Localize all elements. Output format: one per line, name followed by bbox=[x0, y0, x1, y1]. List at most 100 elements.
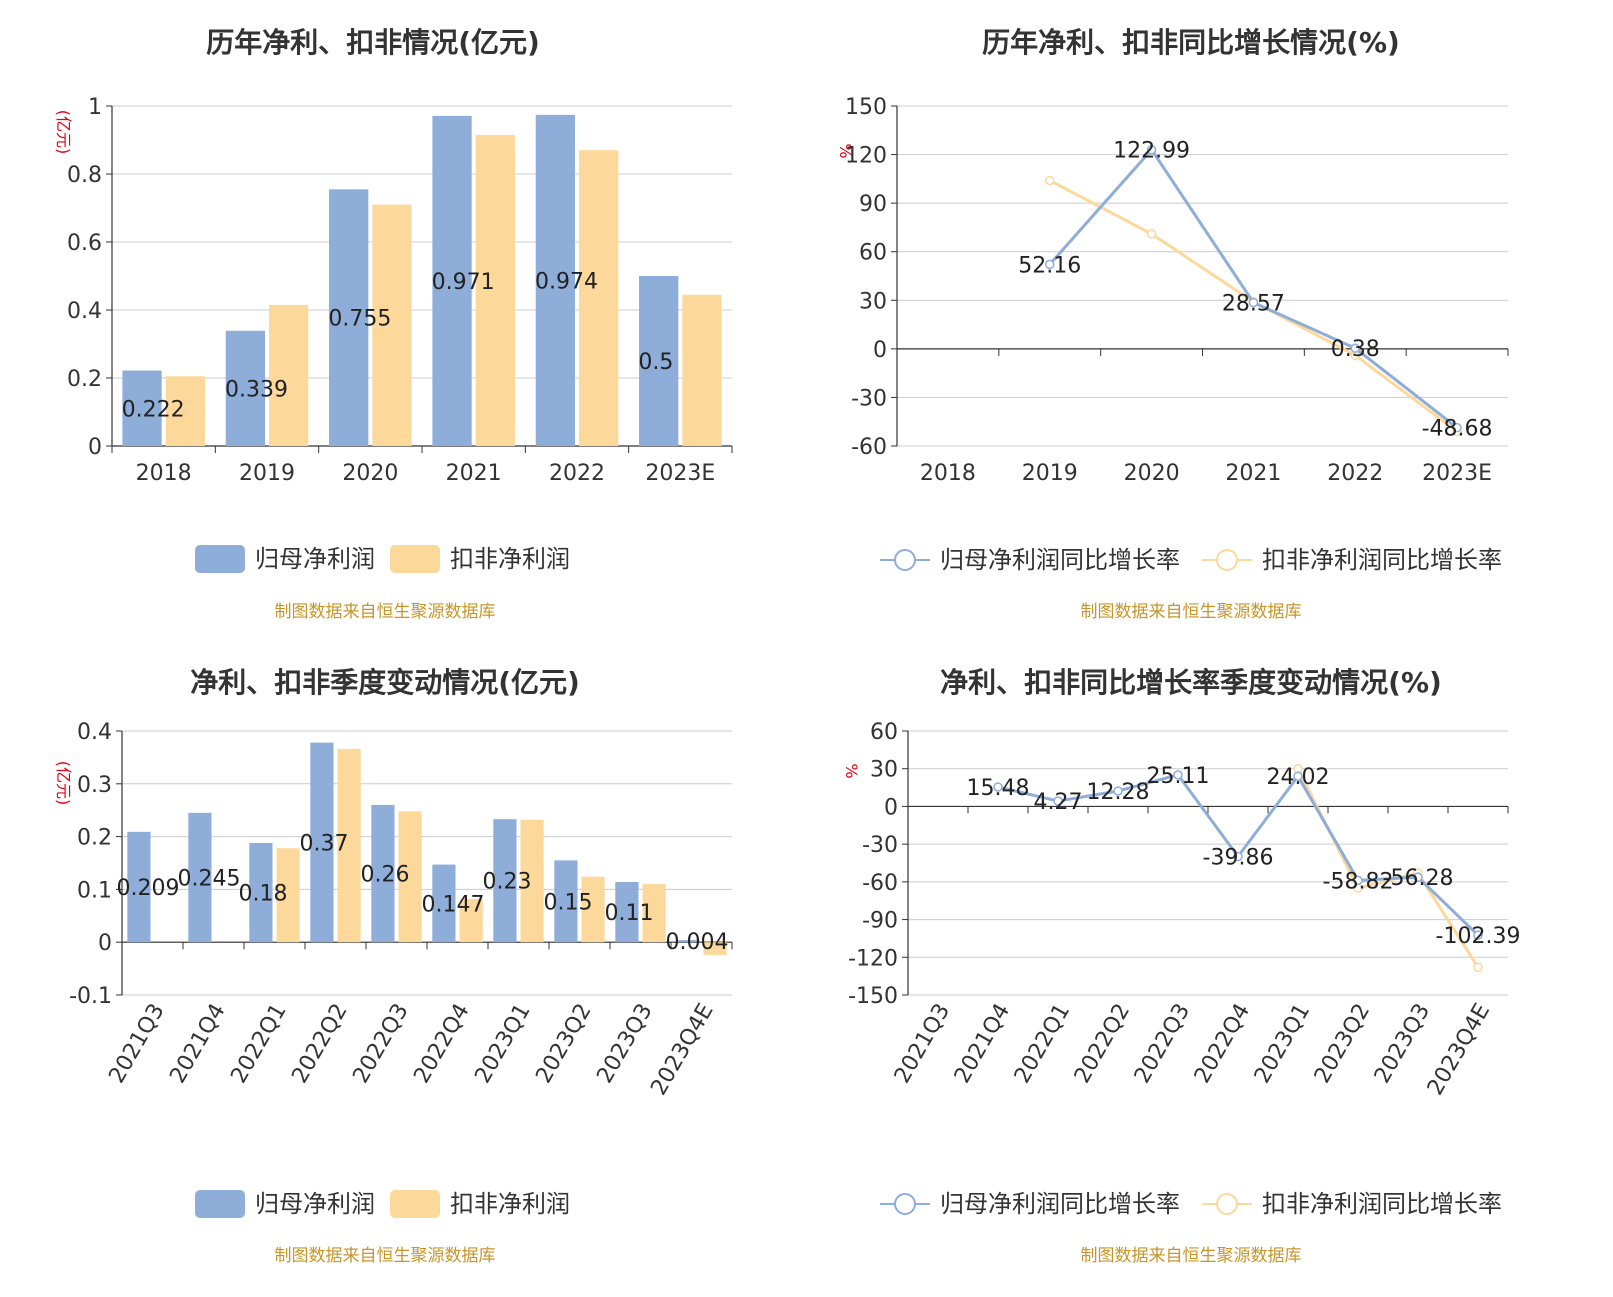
bar bbox=[432, 864, 456, 943]
data-label: 12.28 bbox=[1087, 780, 1150, 805]
bar bbox=[493, 819, 517, 943]
chart-title: 历年净利、扣非同比增长情况(%) bbox=[982, 26, 1400, 59]
data-label: 0.147 bbox=[422, 892, 485, 917]
legend-swatch bbox=[195, 1190, 245, 1218]
x-tick-label: 2022Q2 bbox=[287, 1000, 352, 1088]
y-tick-label: 30 bbox=[870, 758, 898, 783]
data-label: 0.222 bbox=[122, 397, 185, 422]
data-point bbox=[1473, 962, 1483, 973]
data-point bbox=[1146, 144, 1157, 155]
legend-item-deducted-profit[interactable]: 扣非净利润 bbox=[390, 1190, 570, 1218]
legend-label: 归母净利润同比增长率 bbox=[940, 1190, 1180, 1218]
y-tick-label: 0 bbox=[88, 435, 102, 460]
y-tick-label: 60 bbox=[870, 720, 898, 745]
bar bbox=[371, 804, 395, 943]
x-tick-label: 2021 bbox=[446, 461, 502, 486]
bar bbox=[127, 831, 151, 943]
bar bbox=[337, 748, 361, 943]
chart-title: 净利、扣非季度变动情况(亿元) bbox=[190, 666, 580, 699]
bar bbox=[372, 204, 412, 446]
data-label: 0.23 bbox=[483, 870, 532, 895]
data-point bbox=[1146, 229, 1157, 239]
x-tick-label: 2023Q3 bbox=[1370, 1000, 1435, 1088]
quarterly-profit-chart: 净利、扣非季度变动情况(亿元) (亿元) -0.1 0 0.1 0.2 0.3 0.4 20… bbox=[0, 648, 806, 1296]
y-tick-label: 0.2 bbox=[67, 367, 102, 392]
chart-title: 历年净利、扣非情况(亿元) bbox=[206, 26, 540, 59]
plot-area: -150 -120 -90 -60 -30 0 30 60 2021Q32021Q42022Q1… bbox=[848, 720, 1520, 1100]
x-tick-label: 2022Q3 bbox=[1130, 1000, 1195, 1088]
x-tick-label: 2021 bbox=[1225, 461, 1281, 486]
x-tick-label: 2020 bbox=[1124, 461, 1180, 486]
y-tick-label: 0 bbox=[98, 931, 112, 956]
plot-area: 0 0.2 0.4 0.6 0.8 1 2018 2019 2020 2021 2022 2023E 0… bbox=[67, 95, 733, 486]
bar bbox=[520, 819, 544, 943]
data-point bbox=[1293, 771, 1303, 781]
x-tick-label: 2022 bbox=[1327, 461, 1383, 486]
source-note: 制图数据来自恒生聚源数据库 bbox=[1081, 1246, 1302, 1266]
bar bbox=[682, 294, 722, 446]
bar bbox=[459, 898, 483, 943]
legend-item-net-growth[interactable]: 归母净利润同比增长率 bbox=[880, 546, 1180, 574]
legend-item-deducted-growth[interactable]: 扣非净利润同比增长率 bbox=[1202, 1190, 1502, 1218]
x-tick-label: 2023Q1 bbox=[470, 1000, 535, 1088]
x-tick-label: 2021Q4 bbox=[950, 1000, 1015, 1088]
annual-growth-chart-svg: 历年净利、扣非同比增长情况(%) % -60 -30 0 30 60 90 120 150 20… bbox=[836, 26, 1509, 622]
y-tick-label: 0.8 bbox=[67, 163, 102, 188]
bar bbox=[676, 940, 700, 943]
data-point bbox=[1350, 343, 1360, 353]
data-point bbox=[993, 782, 1003, 792]
x-tick-label: 2018 bbox=[136, 461, 192, 486]
x-tick-label: 2018 bbox=[920, 461, 976, 486]
data-label: 0.004 bbox=[666, 930, 729, 955]
chart-title: 净利、扣非同比增长率季度变动情况(%) bbox=[940, 666, 1442, 699]
x-tick-label: 2022Q3 bbox=[348, 1000, 413, 1088]
y-tick-label: 0.4 bbox=[77, 720, 112, 745]
y-tick-label: -90 bbox=[862, 909, 898, 934]
data-label: 0.37 bbox=[300, 831, 349, 856]
quarterly-profit-chart-svg: 净利、扣非季度变动情况(亿元) (亿元) -0.1 0 0.1 0.2 0.3 0.4 20… bbox=[54, 666, 733, 1266]
y-tick-label: 0.4 bbox=[67, 299, 102, 324]
source-note: 制图数据来自恒生聚源数据库 bbox=[1081, 602, 1302, 622]
data-point bbox=[1045, 259, 1055, 270]
data-point bbox=[1413, 872, 1423, 882]
bar bbox=[703, 942, 727, 955]
data-label: 0.245 bbox=[178, 867, 241, 892]
legend-item-net-profit[interactable]: 归母净利润 bbox=[195, 545, 375, 573]
legend-item-deducted-growth[interactable]: 扣非净利润同比增长率 bbox=[1202, 546, 1502, 574]
legend-swatch bbox=[195, 545, 245, 573]
legend: 归母净利润 扣非净利润 bbox=[195, 545, 570, 573]
legend-marker bbox=[1216, 549, 1238, 571]
legend: 归母净利润同比增长率 扣非净利润同比增长率 bbox=[880, 1190, 1502, 1218]
x-tick-label: 2020 bbox=[342, 461, 398, 486]
data-label: 28.57 bbox=[1222, 292, 1285, 317]
data-point bbox=[1233, 851, 1243, 862]
y-tick-label: 60 bbox=[859, 241, 887, 266]
y-tick-label: -30 bbox=[851, 386, 887, 411]
legend-label: 归母净利润 bbox=[255, 545, 375, 573]
bar bbox=[615, 882, 639, 943]
data-label: 4.27 bbox=[1034, 790, 1083, 815]
x-tick-label: 2021Q3 bbox=[890, 1000, 955, 1088]
data-label: -56.28 bbox=[1383, 866, 1454, 891]
bar bbox=[165, 376, 205, 446]
bar bbox=[225, 330, 265, 446]
legend-marker bbox=[894, 549, 916, 571]
source-note: 制图数据来自恒生聚源数据库 bbox=[275, 602, 496, 622]
y-axis-unit: (亿元) bbox=[54, 761, 73, 806]
y-tick-label: 0 bbox=[884, 795, 898, 820]
y-tick-label: 0.2 bbox=[77, 826, 112, 851]
bar bbox=[579, 150, 619, 446]
legend-item-net-profit[interactable]: 归母净利润 bbox=[195, 1190, 375, 1218]
legend-item-deducted-profit[interactable]: 扣非净利润 bbox=[390, 545, 570, 573]
legend-item-net-growth[interactable]: 归母净利润同比增长率 bbox=[880, 1190, 1180, 1218]
y-axis-unit: % bbox=[836, 143, 855, 158]
annual-profit-chart-svg: 历年净利、扣非情况(亿元) (亿元) 0 0.2 0.4 0.6 0.8 1 2018 201… bbox=[54, 26, 733, 622]
data-label: -48.68 bbox=[1422, 417, 1493, 442]
x-tick-label: 2021Q3 bbox=[104, 1000, 169, 1088]
data-label: 0.11 bbox=[605, 901, 654, 926]
y-tick-label: -60 bbox=[862, 871, 898, 896]
legend: 归母净利润同比增长率 扣非净利润同比增长率 bbox=[880, 546, 1502, 574]
legend-label: 归母净利润同比增长率 bbox=[940, 546, 1180, 574]
data-label: 0.18 bbox=[239, 882, 288, 907]
data-label: 24.02 bbox=[1267, 765, 1330, 790]
